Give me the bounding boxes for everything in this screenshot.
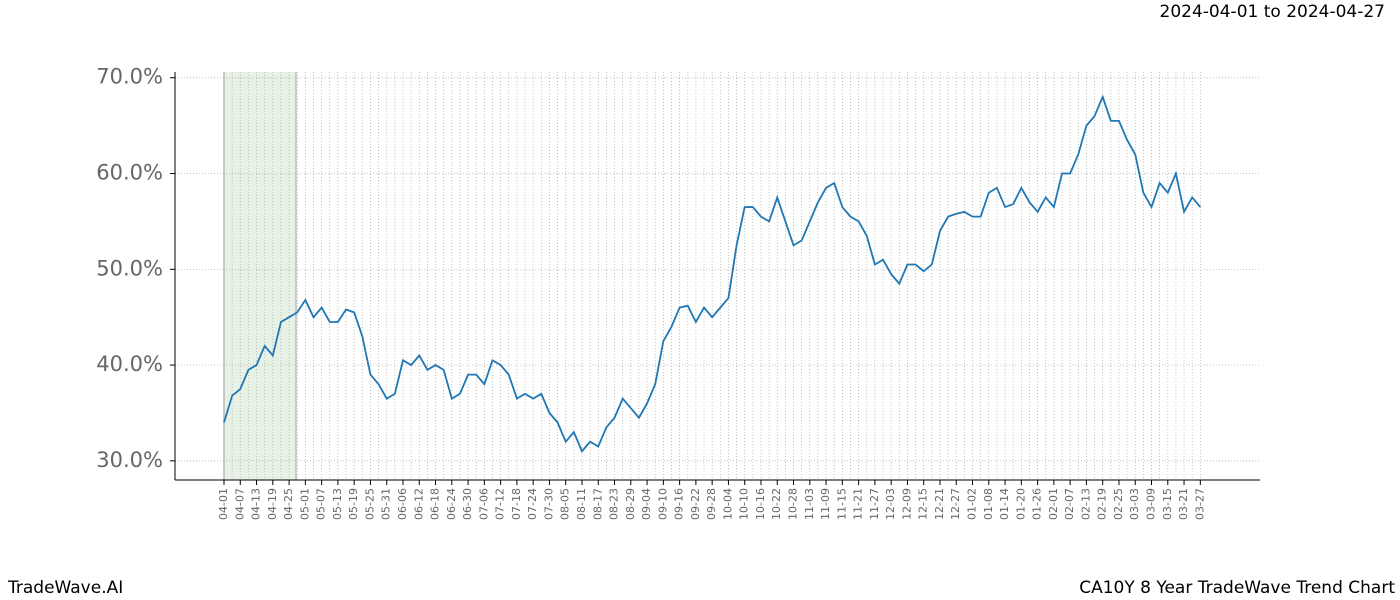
x-tick-label: 07-18 [510,488,523,520]
x-tick-label: 10-16 [754,488,767,520]
x-tick-label: 08-05 [559,488,572,520]
x-tick-label: 06-18 [429,488,442,520]
x-tick-label: 11-03 [803,488,816,520]
x-tick-label: 11-15 [835,488,848,520]
y-tick-label: 30.0% [96,448,163,472]
x-tick-label: 02-19 [1096,488,1109,520]
chart-title: CA10Y 8 Year TradeWave Trend Chart [1079,578,1395,598]
x-tick-label: 03-03 [1128,488,1141,520]
x-tick-label: 10-10 [738,488,751,520]
x-tick-label: 06-24 [445,488,458,520]
x-tick-label: 07-06 [477,488,490,520]
x-tick-label: 09-16 [673,488,686,520]
x-tick-label: 06-30 [461,488,474,520]
x-tick-label: 12-09 [900,488,913,520]
x-tick-label: 04-07 [233,488,246,520]
x-tick-label: 11-21 [852,488,865,520]
x-tick-label: 06-12 [412,488,425,520]
x-tick-label: 09-04 [640,488,653,520]
x-tick-label: 05-25 [363,488,376,520]
x-tick-label: 07-30 [542,488,555,520]
x-tick-label: 05-19 [347,488,360,520]
x-tick-label: 02-07 [1063,488,1076,520]
x-tick-label: 06-06 [396,488,409,520]
x-tick-label: 05-01 [298,488,311,520]
brand: TradeWave.AI [7,578,123,598]
x-tick-label: 01-14 [998,488,1011,520]
x-tick-label: 03-27 [1193,488,1206,520]
x-tick-label: 08-29 [624,488,637,520]
line [223,94,1202,453]
x-tick-label: 10-22 [770,488,783,520]
y-tick-label: 70.0% [96,65,163,89]
y-tick-label: 40.0% [96,352,163,376]
x-tick-label: 09-10 [656,488,669,520]
x-tick-label: 11-27 [868,488,881,520]
x-tick-label: 04-01 [217,488,230,520]
x-tick-label: 09-22 [689,488,702,520]
x-tick-label: 04-25 [282,488,295,520]
x-tick-label: 02-13 [1079,488,1092,520]
x-tick-label: 04-13 [250,488,263,520]
x-tick-label: 03-09 [1145,488,1158,520]
y-tick-label: 50.0% [96,256,163,280]
x-tick-label: 01-20 [1014,488,1027,520]
x-tick-label: 03-15 [1161,488,1174,520]
x-tick-label: 02-01 [1047,488,1060,520]
x-tick-label: 11-09 [819,488,832,520]
x-tick-label: 04-19 [266,488,279,520]
date-range: 2024-04-01 to 2024-04-27 [1160,2,1385,22]
x-tick-label: 08-11 [575,488,588,520]
x-tick-label: 12-21 [933,488,946,520]
x-tick-label: 05-13 [331,488,344,520]
x-tick-label: 05-07 [315,488,328,520]
x-tick-label: 10-04 [721,488,734,520]
x-tick-label: 10-28 [787,488,800,520]
y-tick-label: 60.0% [96,161,163,185]
x-tick-label: 09-28 [705,488,718,520]
x-tick-label: 08-23 [608,488,621,520]
x-tick-label: 07-12 [494,488,507,520]
x-tick-label: 03-21 [1177,488,1190,520]
x-tick-label: 08-17 [591,488,604,520]
x-tick-label: 01-02 [966,488,979,520]
x-tick-label: 01-26 [1031,488,1044,520]
x-tick-label: 05-31 [380,488,393,520]
x-tick-label: 12-27 [949,488,962,520]
highlight-region [224,72,296,480]
x-tick-label: 01-08 [982,488,995,520]
x-tick-label: 12-03 [884,488,897,520]
x-tick-label: 12-15 [917,488,930,520]
x-tick-label: 07-24 [526,488,539,520]
x-tick-label: 02-25 [1112,488,1125,520]
